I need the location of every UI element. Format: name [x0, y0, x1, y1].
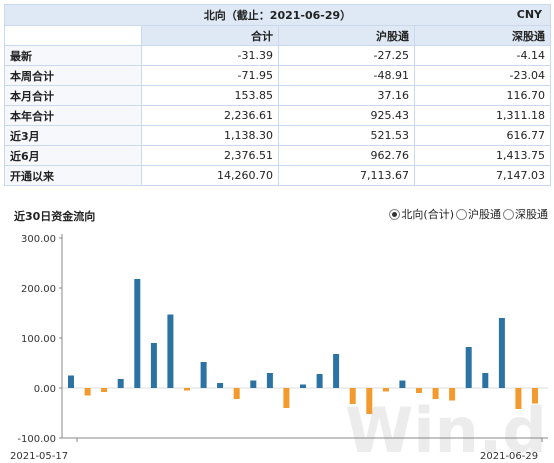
table-header-row: 合计 沪股通 深股通 — [4, 25, 551, 46]
shanghai-value: 7,113.67 — [278, 165, 415, 186]
series-option-shanghai[interactable]: 沪股通 — [456, 206, 501, 222]
flow-bar — [432, 388, 439, 399]
shanghai-value: 521.53 — [278, 125, 415, 146]
header-blank — [4, 25, 142, 46]
radio-unselected-icon[interactable] — [503, 208, 514, 220]
chart-axes: 300.00 200.00 100.00 0.00 -100.00 — [17, 234, 548, 445]
capital-flow-chart: Win.d 300.00 200.00 100.00 0.00 -100.00 2021… — [10, 234, 548, 463]
series-option-label: 北向(合计) — [401, 208, 454, 221]
total-value: -71.95 — [141, 65, 279, 86]
flow-bar — [134, 279, 141, 388]
row-label: 近3月 — [4, 125, 142, 146]
flow-bar — [167, 314, 174, 388]
radio-unselected-icon[interactable] — [456, 208, 467, 220]
flow-bar — [266, 373, 273, 388]
row-label: 近6月 — [4, 145, 142, 166]
flow-bar — [233, 388, 240, 399]
flow-bar — [200, 362, 207, 388]
row-label: 本周合计 — [4, 65, 142, 86]
flow-bar — [150, 343, 157, 388]
table-row: 本年合计 2,236.61 925.43 1,311.18 — [4, 105, 551, 126]
series-option-shenzhen[interactable]: 深股通 — [503, 206, 548, 222]
wind-watermark: Win.d — [345, 394, 547, 463]
table-row: 近3月 1,138.30 521.53 616.77 — [4, 125, 551, 146]
flow-bar — [465, 347, 472, 388]
total-value: 153.85 — [141, 85, 279, 106]
shenzhen-value: -23.04 — [414, 65, 551, 86]
total-value: -31.39 — [141, 45, 279, 66]
table-row: 最新 -31.39 -27.25 -4.14 — [4, 45, 551, 66]
shanghai-value: -27.25 — [278, 45, 415, 66]
northbound-flow-table: 北向（截止：2021-06-29） CNY 合计 沪股通 深股通 最新 -31.… — [4, 4, 551, 186]
shenzhen-value: 1,413.75 — [414, 145, 551, 166]
shenzhen-value: 1,311.18 — [414, 105, 551, 126]
table-row: 近6月 2,376.51 962.76 1,413.75 — [4, 145, 551, 166]
total-value: 2,236.61 — [141, 105, 279, 126]
x-start-date-label: 2021-05-17 — [10, 451, 68, 462]
chart-title: 近30日资金流向 — [14, 210, 96, 223]
y-tick-label: -100.00 — [17, 434, 56, 445]
shanghai-value: 962.76 — [278, 145, 415, 166]
flow-bar — [217, 383, 224, 388]
total-value: 2,376.51 — [141, 145, 279, 166]
series-option-label: 沪股通 — [468, 208, 501, 221]
flow-bar — [101, 388, 108, 392]
shenzhen-value: 116.70 — [414, 85, 551, 106]
flow-bar — [283, 388, 290, 408]
table-title-cell: 北向（截止：2021-06-29） CNY — [4, 4, 551, 26]
flow-bar — [532, 388, 538, 404]
shanghai-value: -48.91 — [278, 65, 415, 86]
flow-bar — [515, 388, 522, 409]
total-value: 1,138.30 — [141, 125, 279, 146]
table-row: 开通以来 14,260.70 7,113.67 7,147.03 — [4, 165, 551, 186]
currency-label: CNY — [516, 8, 542, 21]
row-label: 本月合计 — [4, 85, 142, 106]
header-total: 合计 — [141, 25, 279, 46]
total-value: 14,260.70 — [141, 165, 279, 186]
flow-bar — [399, 380, 406, 388]
flow-bar — [68, 375, 74, 388]
flow-bar — [184, 388, 190, 391]
header-shenzhen-connect: 深股通 — [414, 25, 551, 46]
row-label: 本年合计 — [4, 105, 142, 126]
y-tick-label: 200.00 — [21, 284, 56, 295]
flow-bar — [482, 373, 489, 388]
row-label: 开通以来 — [4, 165, 142, 186]
flow-bar — [382, 388, 389, 392]
flow-bar — [300, 384, 306, 388]
y-tick-label: 300.00 — [21, 234, 56, 245]
flow-bar — [349, 388, 356, 404]
row-label: 最新 — [4, 45, 142, 66]
chart-series-selector: 北向(合计) 沪股通 深股通 — [387, 206, 548, 222]
flow-bar — [316, 374, 323, 388]
flow-bar — [498, 318, 505, 388]
radio-selected-icon[interactable] — [389, 208, 401, 220]
shanghai-value: 925.43 — [278, 105, 415, 126]
flow-bar — [117, 379, 124, 388]
shenzhen-value: -4.14 — [414, 45, 551, 66]
y-tick-label: 100.00 — [21, 334, 56, 345]
flow-bar — [416, 388, 422, 393]
y-tick-label: 0.00 — [34, 384, 56, 395]
series-option-northbound[interactable]: 北向(合计) — [389, 206, 454, 222]
flow-bar — [250, 380, 257, 388]
chart-bars — [68, 279, 538, 414]
table-row: 本周合计 -71.95 -48.91 -23.04 — [4, 65, 551, 86]
x-end-date-label: 2021-06-29 — [480, 451, 538, 462]
shanghai-value: 37.16 — [278, 85, 415, 106]
flow-bar — [84, 388, 91, 396]
table-title: 北向（截止：2021-06-29） — [203, 9, 352, 22]
flow-bar — [366, 388, 373, 414]
series-option-label: 深股通 — [515, 208, 548, 221]
shenzhen-value: 616.77 — [414, 125, 551, 146]
table-title-row: 北向（截止：2021-06-29） CNY — [4, 4, 551, 26]
shenzhen-value: 7,147.03 — [414, 165, 551, 186]
table-row: 本月合计 153.85 37.16 116.70 — [4, 85, 551, 106]
header-shanghai-connect: 沪股通 — [278, 25, 415, 46]
flow-bar — [333, 354, 340, 388]
flow-bar — [449, 388, 456, 401]
